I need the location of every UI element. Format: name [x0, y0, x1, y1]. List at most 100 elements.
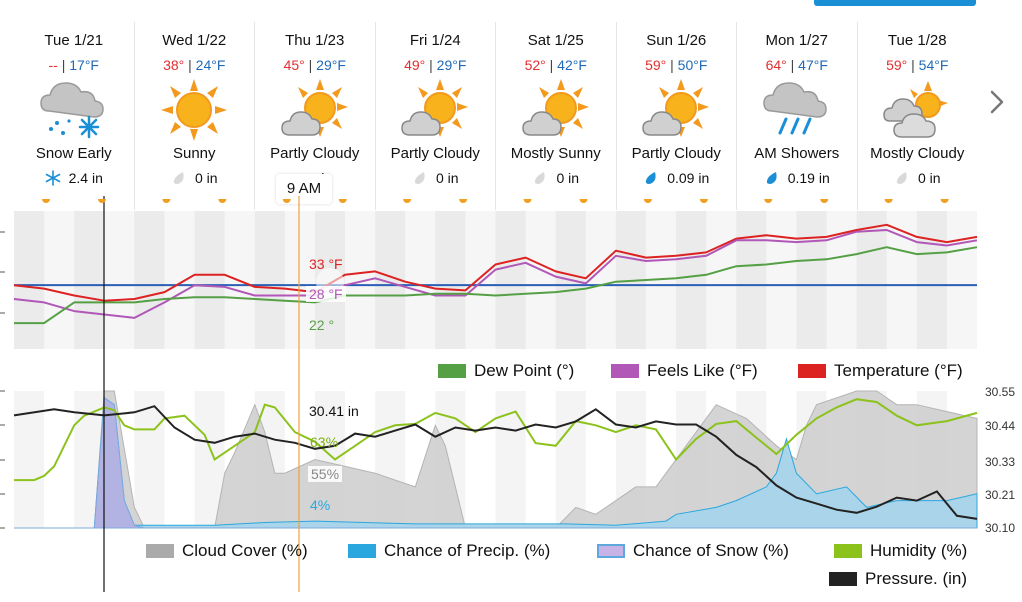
- humidity-line: [14, 398, 978, 482]
- night-band: [495, 391, 526, 528]
- day-temps: 64° | 47°F: [765, 57, 828, 73]
- condition-text: Mostly Sunny: [510, 145, 601, 162]
- legend-label: Chance of Precip. (%): [384, 541, 551, 560]
- day-temps: 59° | 50°F: [645, 57, 708, 73]
- legend-swatch: [829, 572, 857, 586]
- dry-drop-icon: [414, 172, 425, 184]
- feels-like-line: [13, 229, 978, 319]
- precip-amount: 0 in: [858, 169, 978, 187]
- night-band: [254, 211, 285, 349]
- night-band: [736, 211, 767, 349]
- atmosphere-chart-lines: [13, 398, 978, 520]
- condition-text: Partly Cloudy: [631, 145, 721, 162]
- pressure-tick: 30.55: [985, 385, 1016, 399]
- precip-amount: 0 in: [496, 169, 616, 187]
- sun-marker: [42, 199, 50, 203]
- day-temps: 45° | 29°F: [283, 57, 346, 73]
- day-column[interactable]: Sun 1/26 59° | 50°F Partly Cloudy 0.09 i…: [615, 22, 737, 210]
- day-label: Sun 1/26: [646, 32, 707, 49]
- snow-cloud-icon: [39, 82, 104, 139]
- legend-label: Dew Point (°): [474, 361, 575, 380]
- condition-text: Partly Cloudy: [270, 145, 360, 162]
- legend-swatch: [798, 364, 826, 378]
- night-band: [435, 211, 466, 349]
- dew-point-readout: 22 °: [309, 317, 335, 333]
- temperature-chart-background: [14, 211, 977, 349]
- high-temp: --: [48, 57, 58, 73]
- legend-label: Feels Like (°F): [647, 361, 758, 380]
- mostly-cloudy-icon: [883, 81, 949, 138]
- night-band: [856, 211, 887, 349]
- day-column[interactable]: Mon 1/27 64° | 47°F AM Showers 0.19 in: [736, 22, 857, 210]
- sun-marker: [764, 199, 773, 203]
- day-column[interactable]: Tue 1/28 59° | 54°F Mostly Cloudy 0 in: [856, 22, 978, 210]
- precip-value: 0 in: [917, 170, 941, 186]
- day-temps: 52° | 42°F: [524, 57, 587, 73]
- rain-cloud-icon: [762, 82, 827, 135]
- condition-text: Sunny: [172, 145, 216, 162]
- day-label: Wed 1/22: [162, 32, 227, 49]
- night-band: [676, 211, 707, 349]
- night-band: [14, 211, 45, 349]
- low-temp: 24°F: [195, 57, 226, 73]
- precip-value: 0 in: [435, 170, 459, 186]
- low-temp: 29°F: [436, 57, 467, 73]
- night-band: [555, 391, 586, 528]
- sun-marker: [218, 199, 227, 203]
- sun-marker: [940, 199, 949, 203]
- low-temp: 42°F: [557, 57, 587, 73]
- snowflake-icon: [45, 170, 60, 186]
- sun-marker: [403, 199, 412, 203]
- day-label: Sat 1/25: [527, 32, 584, 49]
- night-band: [74, 211, 105, 349]
- condition-text: Mostly Cloudy: [870, 145, 965, 162]
- sun-marker: [459, 199, 468, 203]
- condition-text: AM Showers: [754, 145, 840, 162]
- high-temp: 64°: [765, 57, 787, 73]
- high-temp: 59°: [886, 57, 908, 73]
- high-temp: 52°: [524, 57, 546, 73]
- precip-amount: 2.4 in: [14, 169, 134, 187]
- temperature-readout: 33 °F: [309, 256, 343, 272]
- top-action-button[interactable]: [814, 0, 976, 6]
- low-temp: 50°F: [677, 57, 708, 73]
- precip-amount: 0 in: [135, 169, 255, 187]
- precip-amount: 0.09 in: [617, 169, 737, 187]
- precip-amount: 0 in: [376, 169, 496, 187]
- legend-temperature: Temperature (°F): [798, 361, 963, 381]
- day-label: Thu 1/23: [285, 32, 345, 49]
- night-band: [796, 211, 827, 349]
- high-temp: 59°: [645, 57, 667, 73]
- partly-cloudy-icon: [401, 79, 469, 137]
- low-temp: 54°F: [918, 57, 949, 73]
- night-band: [916, 211, 947, 349]
- chevron-right-icon[interactable]: [984, 84, 1010, 120]
- legend-swatch: [348, 544, 376, 558]
- high-temp: 45°: [283, 57, 305, 73]
- day-label: Tue 1/28: [887, 32, 947, 49]
- pressure-tick: 30.44: [985, 419, 1016, 433]
- precip-value: 2.4 in: [68, 170, 103, 186]
- atmosphere-chart-areas: [14, 390, 978, 529]
- legend-swatch: [438, 364, 466, 378]
- day-column[interactable]: Sat 1/25 52° | 42°F Mostly Sunny 0 in: [495, 22, 616, 210]
- day-column[interactable]: Tue 1/21 -- | 17°F Snow Early 2.4 in: [14, 22, 134, 210]
- legend-swatch: [834, 544, 862, 558]
- day-column[interactable]: Fri 1/24 49° | 29°F Partly Cloudy 0 in: [374, 22, 496, 210]
- sun-marker: [579, 199, 588, 203]
- day-temps: 49° | 29°F: [404, 57, 467, 73]
- legend-swatch: [611, 364, 639, 378]
- sun-marker: [523, 199, 532, 203]
- sun-marker: [884, 199, 893, 203]
- condition-text: Snow Early: [35, 145, 112, 162]
- legend-label: Temperature (°F): [834, 361, 963, 380]
- precip-chance-readout: 4%: [310, 497, 331, 513]
- chart-cursors: [103, 196, 344, 592]
- partly-cloudy-icon: [521, 79, 589, 137]
- legend-humidity: Humidity (%): [834, 541, 967, 561]
- day-column[interactable]: Wed 1/22 38° | 24°F Sunny 0 in: [133, 22, 255, 210]
- high-temp: 49°: [404, 57, 426, 73]
- cloud-cover-readout: 55%: [308, 466, 343, 482]
- pressure-readout: 30.41 in: [309, 403, 359, 419]
